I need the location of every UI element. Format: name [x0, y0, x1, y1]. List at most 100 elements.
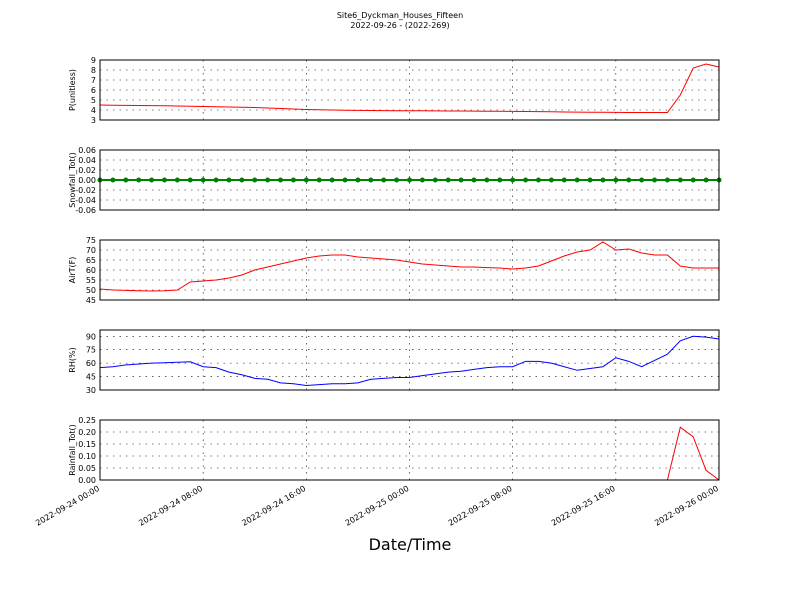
data-point: [639, 177, 645, 183]
data-point: [613, 177, 619, 183]
y-tick-label: -0.04: [75, 196, 96, 205]
data-point: [626, 177, 632, 183]
data-point: [535, 177, 541, 183]
y-tick-label: 90: [86, 332, 96, 341]
plot-frame: [99, 239, 720, 301]
data-point: [316, 177, 322, 183]
y-tick-label: 45: [86, 296, 96, 305]
y-tick-label: 0.15: [78, 440, 96, 449]
y-tick-label: 0.20: [78, 428, 96, 437]
x-tick-label: 2022-09-24 08:00: [137, 484, 204, 528]
data-line: [99, 241, 719, 292]
x-tick-label: 2022-09-26 00:00: [653, 484, 720, 528]
y-axis-label: Snowfall_Tot(): [68, 152, 77, 208]
x-tick-label: 2022-09-24 16:00: [240, 484, 307, 528]
data-point: [161, 177, 167, 183]
x-tick-label: 2022-09-25 08:00: [447, 484, 514, 528]
data-point: [394, 177, 400, 183]
data-point: [226, 177, 232, 183]
data-point: [419, 177, 425, 183]
data-point: [265, 177, 271, 183]
data-point: [484, 177, 490, 183]
data-point: [110, 177, 116, 183]
y-tick-label: 70: [86, 246, 96, 255]
data-point: [703, 177, 709, 183]
data-point: [213, 177, 219, 183]
data-point: [187, 177, 193, 183]
y-tick-label: 0.02: [78, 166, 96, 175]
data-point: [690, 177, 696, 183]
data-point: [136, 177, 142, 183]
y-tick-label: 7: [91, 76, 96, 85]
y-tick-label: 50: [86, 286, 96, 295]
data-point: [523, 177, 529, 183]
plot-frame: [99, 59, 720, 121]
data-point: [303, 177, 309, 183]
y-tick-label: -0.02: [75, 186, 96, 195]
data-point: [548, 177, 554, 183]
data-point: [368, 177, 374, 183]
y-tick-label: 60: [86, 359, 96, 368]
data-point: [174, 177, 180, 183]
data-point: [200, 177, 206, 183]
data-point: [561, 177, 567, 183]
data-point: [471, 177, 477, 183]
data-point: [587, 177, 593, 183]
plot-frame: [99, 419, 720, 481]
plot-frame: [99, 149, 720, 211]
x-tick-label: 2022-09-25 16:00: [550, 484, 617, 528]
y-axis-label: P(unitless): [68, 69, 77, 111]
data-point: [445, 177, 451, 183]
data-point: [652, 177, 658, 183]
data-point: [123, 177, 129, 183]
data-point: [432, 177, 438, 183]
y-tick-label: 3: [91, 116, 96, 125]
x-axis-label: Date/Time: [369, 535, 452, 554]
data-point: [600, 177, 606, 183]
data-point: [149, 177, 155, 183]
y-tick-label: 60: [86, 266, 96, 275]
y-tick-label: -0.06: [75, 206, 96, 215]
data-line: [99, 335, 720, 387]
data-point: [497, 177, 503, 183]
x-tick-label: 2022-09-24 00:00: [34, 484, 101, 528]
y-tick-label: 8: [91, 66, 96, 75]
data-point: [278, 177, 284, 183]
y-tick-label: 45: [86, 373, 96, 382]
y-tick-label: 0.10: [78, 452, 96, 461]
x-tick-label: 2022-09-25 00:00: [344, 484, 411, 528]
y-axis-label: RH(%): [68, 347, 77, 372]
y-tick-label: 0.00: [78, 176, 96, 185]
y-tick-label: 5: [91, 96, 96, 105]
y-tick-label: 75: [86, 346, 96, 355]
data-line: [99, 63, 720, 113]
y-tick-label: 6: [91, 86, 96, 95]
data-point: [664, 177, 670, 183]
data-point: [329, 177, 335, 183]
y-tick-label: 30: [86, 386, 96, 395]
y-tick-label: 0.05: [78, 464, 96, 473]
data-point: [290, 177, 296, 183]
y-axis-label: AirT(F): [68, 257, 77, 284]
chart-subtitle: 2022-09-26 - (2022-269): [350, 21, 449, 30]
data-point: [407, 177, 412, 183]
chart-title: Site6_Dyckman_Houses_Fifteen: [337, 11, 463, 20]
data-point: [381, 177, 387, 183]
y-tick-label: 0.04: [78, 156, 96, 165]
y-tick-label: 0.25: [78, 416, 96, 425]
y-tick-label: 55: [86, 276, 96, 285]
data-point: [342, 177, 348, 183]
y-tick-label: 0.06: [78, 146, 96, 155]
data-point: [458, 177, 464, 183]
y-axis-label: Rainfall_Tot(): [68, 424, 77, 476]
data-point: [252, 177, 258, 183]
y-tick-label: 0.00: [78, 476, 96, 485]
y-tick-label: 4: [91, 106, 96, 115]
data-point: [574, 177, 580, 183]
data-point: [355, 177, 361, 183]
data-point: [510, 177, 516, 183]
y-tick-label: 65: [86, 256, 96, 265]
data-point: [239, 177, 245, 183]
y-tick-label: 9: [91, 56, 96, 65]
